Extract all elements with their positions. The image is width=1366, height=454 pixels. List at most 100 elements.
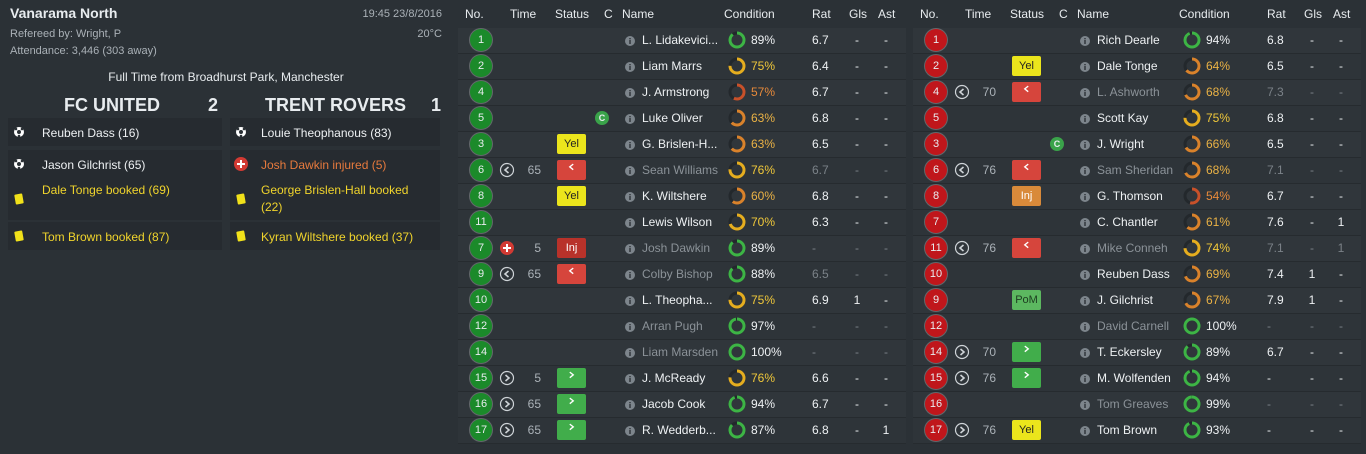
condition-label: 99%	[1206, 397, 1231, 411]
player-name[interactable]: Luke Oliver	[642, 111, 703, 125]
condition-arc	[1183, 31, 1201, 49]
player-name[interactable]: Liam Marsden	[642, 345, 719, 359]
info-icon-svg	[1080, 322, 1090, 332]
status-badge: Yel	[1012, 56, 1041, 76]
sub-time: 5	[534, 241, 541, 255]
player-name[interactable]: L. Lidakevici...	[642, 33, 719, 47]
row	[913, 80, 1361, 106]
player-name[interactable]: Rich Dearle	[1097, 33, 1160, 47]
column-header: Ast	[878, 7, 896, 21]
event-text: Jason Gilchrist (65)	[42, 158, 146, 172]
player-name[interactable]: J. Gilchrist	[1097, 293, 1154, 307]
player-name[interactable]: Sean Williams	[642, 163, 719, 177]
player-name[interactable]: R. Wedderb...	[642, 423, 716, 437]
sub-time: 65	[527, 267, 541, 281]
player-name[interactable]: Sam Sheridan	[1097, 163, 1174, 177]
condition-arc	[1183, 57, 1201, 75]
condition-label: 94%	[1206, 371, 1231, 385]
assists: -	[884, 267, 888, 281]
condition-ring-svg	[728, 187, 746, 205]
team-score: 1	[431, 95, 442, 115]
condition-label: 93%	[1206, 423, 1231, 437]
player-name[interactable]: C. Chantler	[1097, 215, 1158, 229]
player-name[interactable]: Liam Marrs	[642, 59, 703, 73]
player-name[interactable]: J. Armstrong	[642, 85, 710, 99]
player-name[interactable]: Mike Conneh	[1097, 241, 1168, 255]
goals: -	[1310, 319, 1314, 333]
player-name[interactable]: L. Ashworth	[1097, 85, 1160, 99]
info-icon-svg	[625, 244, 635, 254]
row	[458, 158, 906, 184]
player-name[interactable]: Colby Bishop	[642, 267, 713, 281]
assists: -	[1339, 423, 1343, 437]
player-name[interactable]: David Carnell	[1097, 319, 1170, 333]
sub-icon	[499, 266, 515, 285]
player-name[interactable]: L. Theopha...	[642, 293, 713, 307]
assists: 1	[1337, 215, 1345, 229]
info-icon-svg	[1080, 348, 1090, 358]
condition-ring	[728, 31, 746, 52]
info-icon	[625, 139, 635, 153]
rating: 6.3	[812, 215, 829, 229]
player-name[interactable]: Dale Tonge	[1097, 59, 1158, 73]
info-icon	[1080, 425, 1090, 439]
condition-label: 100%	[1206, 319, 1237, 333]
player-name[interactable]: T. Eckersley	[1097, 345, 1162, 359]
shirt-number: 5	[470, 107, 492, 129]
info-icon-svg	[1080, 218, 1090, 228]
condition-ring-svg	[728, 161, 746, 179]
player-name[interactable]: Arran Pugh	[642, 319, 703, 333]
shirt-number: 3	[925, 133, 947, 155]
condition-ring	[728, 239, 746, 260]
status-badge	[1012, 82, 1041, 102]
row	[913, 288, 1361, 314]
condition-ring-svg	[728, 31, 746, 49]
condition-ring-svg	[1183, 317, 1201, 335]
status-badge	[557, 368, 586, 388]
condition-ring	[728, 83, 746, 104]
condition-arc	[1183, 369, 1201, 387]
player-name[interactable]: Reuben Dass	[1097, 267, 1170, 281]
row	[913, 28, 1361, 54]
shirt-number: 14	[925, 341, 947, 363]
info-icon-svg	[1080, 88, 1090, 98]
shirt-number: 16	[925, 393, 947, 415]
event-icon-svg	[234, 157, 248, 171]
info-icon	[1080, 87, 1090, 101]
row	[913, 54, 1361, 80]
condition-arc	[728, 31, 746, 49]
sub-icon-svg	[954, 162, 970, 178]
player-name[interactable]: Scott Kay	[1097, 111, 1149, 125]
player-name[interactable]: Tom Greaves	[1097, 397, 1169, 411]
condition-arc	[1183, 291, 1201, 309]
sub-icon	[499, 240, 515, 259]
rating: -	[812, 345, 816, 359]
event-icon	[233, 228, 249, 247]
sub-time: 65	[527, 397, 541, 411]
event-row	[8, 178, 222, 220]
sub-icon-svg	[499, 370, 515, 386]
condition-arc	[728, 343, 746, 361]
info-icon-svg	[1080, 426, 1090, 436]
player-name[interactable]: Jacob Cook	[642, 397, 706, 411]
event-icon-svg	[236, 127, 246, 138]
player-name[interactable]: J. Wright	[1097, 137, 1145, 151]
player-name[interactable]: Josh Dawkin	[642, 241, 711, 255]
player-name[interactable]: Lewis Wilson	[642, 215, 713, 229]
player-name[interactable]: M. Wolfenden	[1097, 371, 1171, 385]
assists: -	[1339, 371, 1343, 385]
row	[458, 236, 906, 262]
player-name[interactable]: G. Brislen-H...	[642, 137, 718, 151]
player-name[interactable]: G. Thomson	[1097, 189, 1163, 203]
info-icon	[625, 269, 635, 283]
player-name[interactable]: Tom Brown	[1097, 423, 1158, 437]
event-row	[8, 118, 222, 146]
assists: -	[1339, 163, 1343, 177]
condition-label: 70%	[751, 215, 776, 229]
row	[458, 262, 906, 288]
column-header: Status	[1010, 7, 1045, 21]
player-name[interactable]: K. Wiltshere	[642, 189, 707, 203]
player-name[interactable]: J. McReady	[642, 371, 706, 385]
shirt-number: 5	[925, 107, 947, 129]
info-icon	[625, 217, 635, 231]
